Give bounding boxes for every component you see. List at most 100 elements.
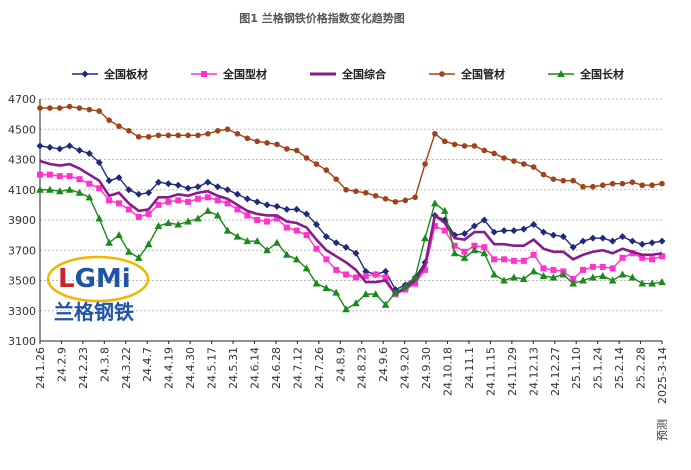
data-point [224,186,232,194]
data-point [243,237,252,245]
data-point [312,279,321,287]
x-tick-label: 25.1.10 [570,347,583,389]
data-point [570,177,576,184]
data-point [382,267,390,275]
data-point [638,240,646,248]
data-point [569,279,577,287]
data-point [550,176,557,182]
data-point [115,200,122,207]
series-line [40,173,663,296]
data-point [401,282,410,290]
x-tick-label: 24.4.30 [184,347,197,389]
data-point [86,106,93,113]
x-tick-label: 24.2.23 [77,347,90,389]
data-point [530,251,537,258]
data-point [560,177,567,184]
data-point [648,239,656,247]
data-point [115,174,123,182]
data-point [391,288,400,296]
legend-label: 全国管材 [460,67,505,81]
data-point [185,132,191,139]
data-point [439,71,445,77]
data-point [81,70,89,78]
data-point [283,205,291,213]
x-tick-label: 24.10.18 [442,347,455,396]
logo-text-initial: L [58,264,75,294]
data-point [529,267,538,275]
data-point [165,132,172,139]
data-point [460,253,469,261]
data-point [451,141,458,148]
data-point [254,138,261,145]
data-point [134,253,143,261]
data-point [431,199,439,207]
legend-item: 全国综合 [310,67,387,81]
data-point [500,227,508,235]
x-tick-label: 2025-3-14 [656,347,669,404]
data-point [609,237,617,245]
data-point [284,146,290,152]
y-tick-label: 3100 [8,335,36,348]
data-point [432,130,438,137]
data-point [65,185,74,193]
data-point [619,254,626,261]
data-point [263,201,271,209]
data-point [441,138,448,145]
data-point [303,210,311,218]
data-point [352,274,359,281]
data-point [659,253,665,260]
data-point [214,127,221,134]
legend-label: 全国板材 [103,67,148,81]
data-point [224,200,231,207]
data-point [451,242,458,249]
data-point [135,213,142,220]
data-point [244,135,251,142]
data-point [628,237,636,245]
x-axis: 24.1.26 24.2.9 24.2.23 24.3.8 24.3.22 24.4.7 2… [34,341,669,441]
data-point [75,188,84,196]
series-5 [36,185,666,313]
legend-item: 全国型材 [191,67,267,81]
data-point [106,117,112,123]
data-point [293,227,300,234]
data-point [491,256,498,263]
data-point [204,194,211,201]
data-point [510,273,518,281]
series-4 [37,103,665,205]
data-point [36,185,44,193]
data-point [144,240,153,248]
data-point [66,173,73,180]
data-point [85,149,93,157]
x-tick-label: 24.3.22 [120,347,133,389]
data-point [194,214,202,222]
data-point [480,216,488,224]
y-tick-label: 4100 [8,184,36,197]
data-point [292,255,301,263]
x-tick-label: 25.2.14 [613,347,626,389]
x-tick-label: 24.7.12 [291,347,304,389]
legend-item: 全国长材 [548,67,624,81]
x-tick-label: 24.8.23 [356,347,369,389]
legend-item: 全国管材 [429,67,505,81]
data-point [273,202,281,210]
x-tick-label: 24.2.9 [55,347,68,382]
data-point [530,221,538,229]
data-point [481,147,488,154]
data-point [590,183,596,190]
data-point [649,182,655,189]
y-tick-label: 3700 [8,244,36,257]
data-point [422,266,429,273]
data-point [234,130,241,137]
data-point [46,185,54,193]
data-point [549,231,557,239]
data-point [312,221,320,229]
data-point [214,197,221,204]
y-tick-label: 3500 [8,275,36,288]
data-point [66,142,74,150]
data-point [422,161,428,167]
data-point [342,305,350,313]
data-point [154,222,163,230]
data-point [580,183,586,190]
data-point [470,222,478,230]
